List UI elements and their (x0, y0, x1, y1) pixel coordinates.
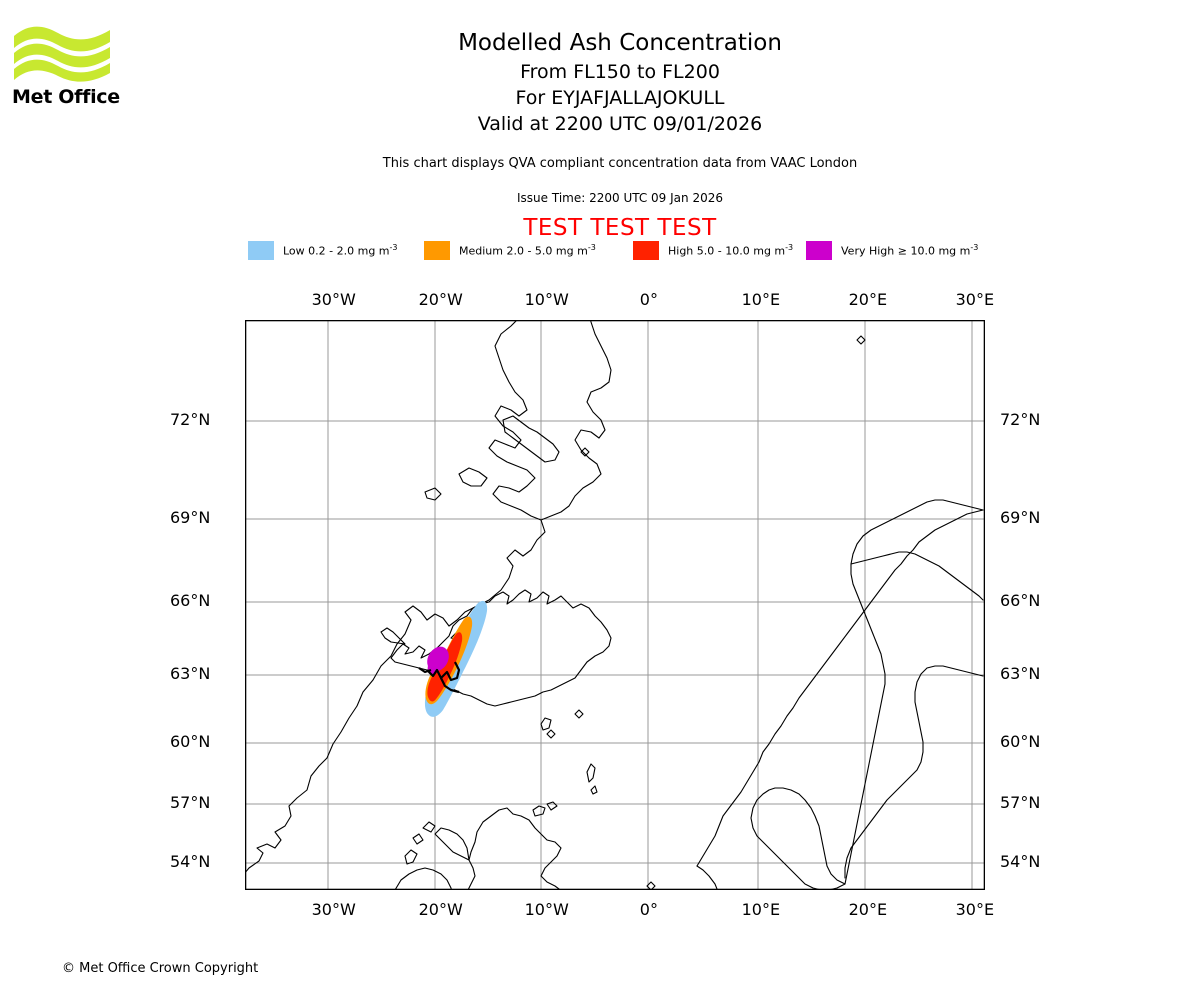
lat-label-right: 69°N (1000, 508, 1041, 527)
page-title: Modelled Ash Concentration (458, 30, 782, 56)
lon-label-top: 20°E (848, 290, 888, 309)
lon-label-top: 10°W (524, 290, 569, 309)
brand-name: Met Office (12, 86, 120, 108)
lon-label-bottom: 10°E (741, 900, 781, 919)
lon-label-bottom: 10°W (524, 900, 569, 919)
lon-label-bottom: 20°E (848, 900, 888, 919)
plume-core (427, 646, 449, 672)
legend-swatch (424, 240, 450, 260)
legend-item: High 5.0 - 10.0 mg m-3 (633, 239, 793, 261)
lat-label-right: 72°N (1000, 410, 1041, 429)
map-panel: 30°W 20°W 10°W 0° 10°E 20°E 30°E 30°W 20°W 10°W 0… (170, 290, 1040, 919)
lon-label-top: 0° (639, 290, 658, 309)
plume-band-high (427, 632, 463, 702)
chart-title-block: Modelled Ash Concentration From FL150 to… (250, 28, 990, 137)
title-flight-levels: From FL150 to FL200 (520, 61, 720, 83)
lat-label-right: 63°N (1000, 664, 1041, 683)
issue-time: Issue Time: 2200 UTC 09 Jan 2026 (517, 191, 723, 205)
legend-item: Low 0.2 - 2.0 mg m-3 (248, 239, 398, 261)
lat-label-right: 60°N (1000, 732, 1041, 751)
title-volcano: For EYJAFJALLAJOKULL (515, 87, 725, 109)
lat-label-left: 69°N (170, 508, 211, 527)
lon-label-top: 20°W (418, 290, 463, 309)
met-office-logo: Met Office (12, 22, 132, 108)
lat-label-right: 57°N (1000, 793, 1041, 812)
iceland-south-coast-overlay (418, 661, 461, 694)
lon-label-bottom: 30°W (311, 900, 356, 919)
coastlines (245, 320, 984, 890)
map-frame (245, 320, 985, 890)
lon-label-top: 30°E (955, 290, 995, 309)
legend-label: Very High ≥ 10.0 mg m-3 (841, 242, 979, 258)
lat-label-left: 66°N (170, 591, 211, 610)
ash-concentration-map (245, 320, 985, 890)
lat-label-left: 57°N (170, 793, 211, 812)
lon-label-top: 30°W (311, 290, 356, 309)
lat-label-right: 54°N (1000, 852, 1041, 871)
lon-label-bottom: 0° (639, 900, 658, 919)
qva-note: This chart displays QVA compliant concen… (382, 156, 858, 171)
lat-label-right: 66°N (1000, 591, 1041, 610)
lat-label-left: 60°N (170, 732, 211, 751)
lon-label-bottom: 20°W (418, 900, 463, 919)
title-valid-time: Valid at 2200 UTC 09/01/2026 (477, 113, 763, 135)
ash-plume (424, 600, 488, 717)
test-banner: TEST TEST TEST (523, 215, 717, 241)
lon-label-top: 10°E (741, 290, 781, 309)
met-office-wave-icon (14, 26, 110, 82)
lat-label-left: 54°N (170, 852, 211, 871)
copyright-notice: © Met Office Crown Copyright (62, 961, 259, 976)
lat-label-left: 72°N (170, 410, 211, 429)
legend-item: Medium 2.0 - 5.0 mg m-3 (424, 239, 596, 261)
concentration-legend: Low 0.2 - 2.0 mg m-3 Medium 2.0 - 5.0 mg … (248, 239, 993, 261)
legend-item: Very High ≥ 10.0 mg m-3 (806, 239, 978, 261)
lat-label-left: 63°N (170, 664, 211, 683)
legend-label: Low 0.2 - 2.0 mg m-3 (283, 242, 398, 258)
legend-swatch (248, 240, 274, 260)
legend-swatch (633, 240, 659, 260)
lon-label-bottom: 30°E (955, 900, 995, 919)
legend-swatch (806, 240, 832, 260)
legend-label: Medium 2.0 - 5.0 mg m-3 (459, 242, 596, 258)
legend-label: High 5.0 - 10.0 mg m-3 (668, 242, 794, 258)
graticule (245, 320, 985, 890)
